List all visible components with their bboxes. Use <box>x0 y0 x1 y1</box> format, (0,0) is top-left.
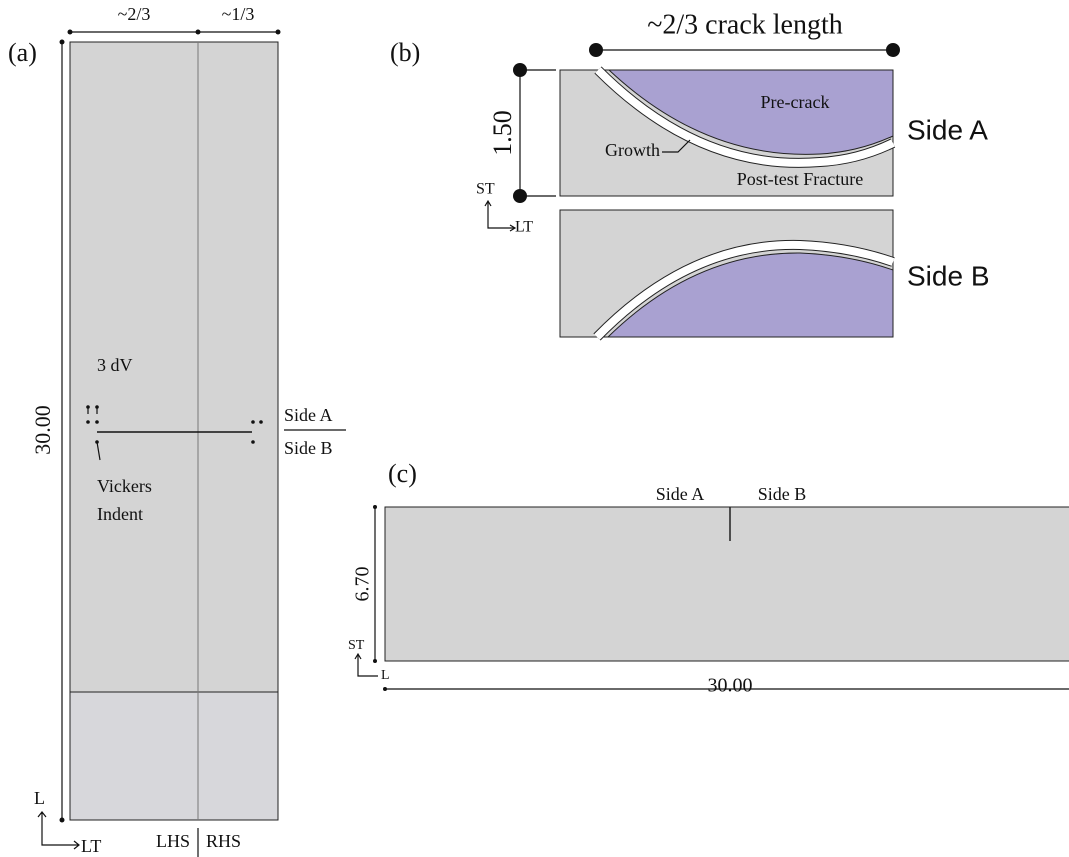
growth-label: Growth <box>605 140 660 160</box>
width-label: ~2/3 <box>118 4 151 24</box>
panel-c: (c) Side A Side B 6.70 30.00 ST L <box>348 459 1069 697</box>
crack-length-label: ~2/3 crack length <box>647 9 843 40</box>
dim-dot <box>373 659 377 663</box>
dim-dot <box>276 30 281 35</box>
dim-dot <box>373 505 377 509</box>
dim-dot <box>60 40 65 45</box>
panel-label: (a) <box>8 38 37 67</box>
dim-dot <box>513 63 527 77</box>
fracture-label: Post-test Fracture <box>737 169 863 189</box>
panel-b: (b) ~2/3 crack length 1.50 Pre-crack Gro… <box>390 9 990 337</box>
length-label: 30.00 <box>708 675 753 697</box>
dim-dot <box>886 43 900 57</box>
panel-a: (a) ~2/3 ~1/3 30.00 3 dV Vickers Indent … <box>8 4 346 857</box>
dim-dot <box>513 189 527 203</box>
side-b-label: Side B <box>284 438 333 458</box>
axis-label: ST <box>348 638 365 653</box>
specimen <box>385 507 1069 661</box>
dim-dot <box>60 818 65 823</box>
indent-label: Indent <box>97 504 143 524</box>
side-a-label: Side A <box>656 484 705 504</box>
specimen-lower <box>70 692 278 820</box>
precrack-label: Pre-crack <box>761 92 830 112</box>
dim-dot <box>589 43 603 57</box>
rhs-label: RHS <box>206 831 241 851</box>
panel-label: (c) <box>388 459 417 488</box>
axis-label: L <box>34 788 45 808</box>
dim-dot <box>383 687 387 691</box>
thickness-label: 1.50 <box>488 110 517 156</box>
axis-label: LT <box>515 219 533 236</box>
axis-label: L <box>381 668 390 683</box>
axis-label: ST <box>476 181 495 198</box>
panel-label: (b) <box>390 38 420 67</box>
dim-dot <box>196 30 201 35</box>
lhs-label: LHS <box>156 831 190 851</box>
side-a-label: Side A <box>284 405 333 425</box>
figure: (a) ~2/3 ~1/3 30.00 3 dV Vickers Indent … <box>0 0 1069 857</box>
thickness-label: 6.70 <box>352 567 374 602</box>
indent-label: Vickers <box>97 476 152 496</box>
side-b-label: Side B <box>907 260 990 291</box>
dim-dot <box>68 30 73 35</box>
dv-label: 3 dV <box>97 355 133 375</box>
axis-label: LT <box>81 836 101 856</box>
side-a-label: Side A <box>907 114 988 145</box>
side-b-label: Side B <box>758 484 807 504</box>
width-label: ~1/3 <box>222 4 255 24</box>
length-label: 30.00 <box>30 405 55 455</box>
axis-arrows <box>485 201 515 231</box>
